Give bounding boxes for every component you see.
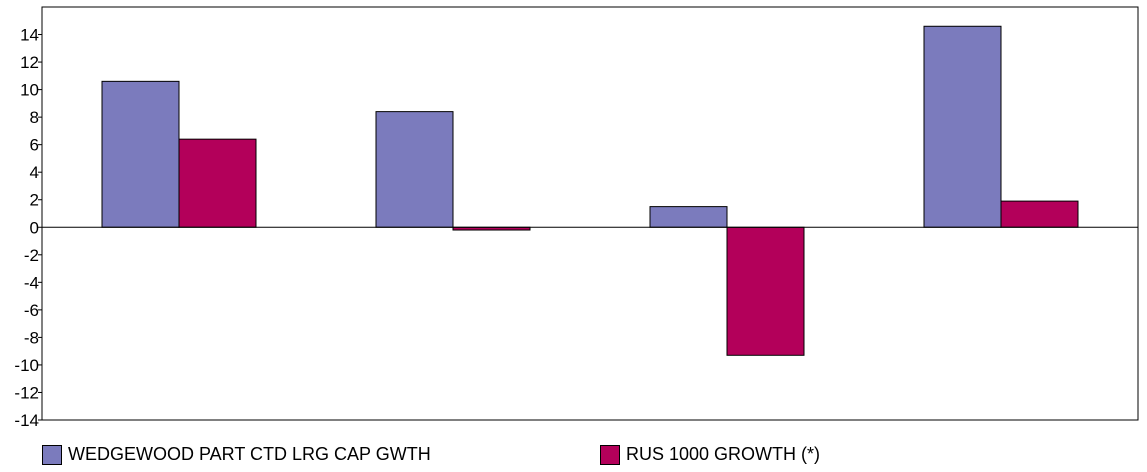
- plot-frame: [41, 6, 1139, 421]
- bar-series-2-cat-3: [726, 226, 805, 356]
- legend-item-series-1: WEDGEWOOD PART CTD LRG CAP GWTH: [42, 444, 431, 465]
- plot-border: [41, 6, 1139, 421]
- y-tick-label: -8: [24, 328, 39, 347]
- legend-swatch-series-2: [600, 444, 620, 465]
- y-tick-label: 12: [20, 53, 39, 72]
- y-tick-label: 10: [20, 81, 39, 100]
- bar-series-1-cat-3: [649, 206, 728, 228]
- chart: 14 12 10 8 6 4 2 0 -2 -4 -6 -8 -10 -12 -14: [14, 6, 1139, 430]
- y-tick-label: -4: [24, 273, 39, 292]
- y-tick-label: 2: [30, 191, 39, 210]
- legend: WEDGEWOOD PART CTD LRG CAP GWTH RUS 1000…: [0, 444, 1147, 472]
- legend-label-series-2: RUS 1000 GROWTH (*): [626, 444, 821, 464]
- bars: [101, 25, 1079, 356]
- bar-series-1-cat-2: [375, 111, 454, 228]
- y-tick-label: -10: [14, 356, 39, 375]
- bar-series-1-cat-4: [923, 25, 1002, 228]
- y-tick-label: 8: [30, 108, 39, 127]
- y-tick-label: 4: [30, 163, 39, 182]
- bar-series-1-cat-1: [101, 80, 180, 228]
- bar-series-2-cat-4: [1000, 200, 1079, 228]
- y-tick-label: -14: [14, 411, 39, 430]
- legend-swatch-series-1: [42, 444, 62, 465]
- legend-label-series-1: WEDGEWOOD PART CTD LRG CAP GWTH: [68, 444, 431, 464]
- y-axis: 14 12 10 8 6 4 2 0 -2 -4 -6 -8 -10 -12 -14: [14, 26, 42, 430]
- bar-series-2-cat-1: [178, 138, 257, 228]
- y-tick-label: 6: [30, 136, 39, 155]
- y-tick-label: -6: [24, 301, 39, 320]
- y-tick-label: -12: [14, 383, 39, 402]
- legend-item-series-2: RUS 1000 GROWTH (*): [600, 444, 820, 465]
- y-tick-label: 0: [30, 218, 39, 237]
- y-tick-label: 14: [20, 26, 39, 45]
- y-tick-label: -2: [24, 246, 39, 265]
